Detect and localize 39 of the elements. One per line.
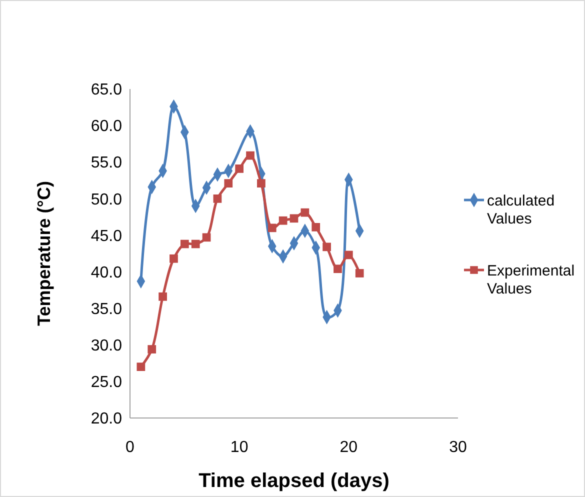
y-axis-title: Temperature (°C)	[34, 181, 54, 326]
point	[213, 194, 222, 203]
x-tick-label: 10	[230, 439, 248, 456]
x-axis-title: Time elapsed (days)	[198, 470, 390, 492]
point	[355, 269, 364, 278]
point	[224, 179, 233, 188]
point	[300, 208, 310, 217]
point	[202, 233, 211, 242]
x-tick-label: 0	[126, 439, 135, 456]
point	[257, 179, 266, 188]
y-tick-label: 35.0	[90, 300, 122, 318]
y-tick-label: 30.0	[90, 337, 122, 354]
x-tick-label: 20	[340, 439, 358, 456]
point	[278, 216, 288, 225]
point	[158, 292, 167, 301]
y-tick-label: 65.0	[90, 82, 122, 99]
y-tick-label: 55.0	[90, 154, 122, 172]
point	[334, 264, 342, 274]
point	[170, 254, 178, 263]
y-tick-label: 40.0	[90, 264, 122, 282]
y-tick-label: 50.0	[90, 191, 122, 208]
point	[322, 242, 331, 252]
legend-label: Experimental Values	[487, 262, 575, 298]
point	[148, 345, 156, 354]
point	[235, 164, 244, 173]
y-tick-label: 25.0	[90, 374, 122, 392]
point	[312, 222, 320, 232]
point	[290, 214, 298, 223]
point	[268, 224, 276, 232]
x-tick-label: 30	[449, 439, 467, 456]
y-tick-label: 20.0	[90, 410, 122, 428]
point	[180, 240, 189, 248]
legend-label: calculated Values	[487, 192, 555, 228]
point	[191, 240, 200, 248]
y-tick-label: 60.0	[90, 118, 122, 136]
point	[246, 151, 254, 160]
y-tick-label: 45.0	[90, 228, 122, 245]
point	[136, 362, 146, 372]
point	[344, 250, 353, 260]
